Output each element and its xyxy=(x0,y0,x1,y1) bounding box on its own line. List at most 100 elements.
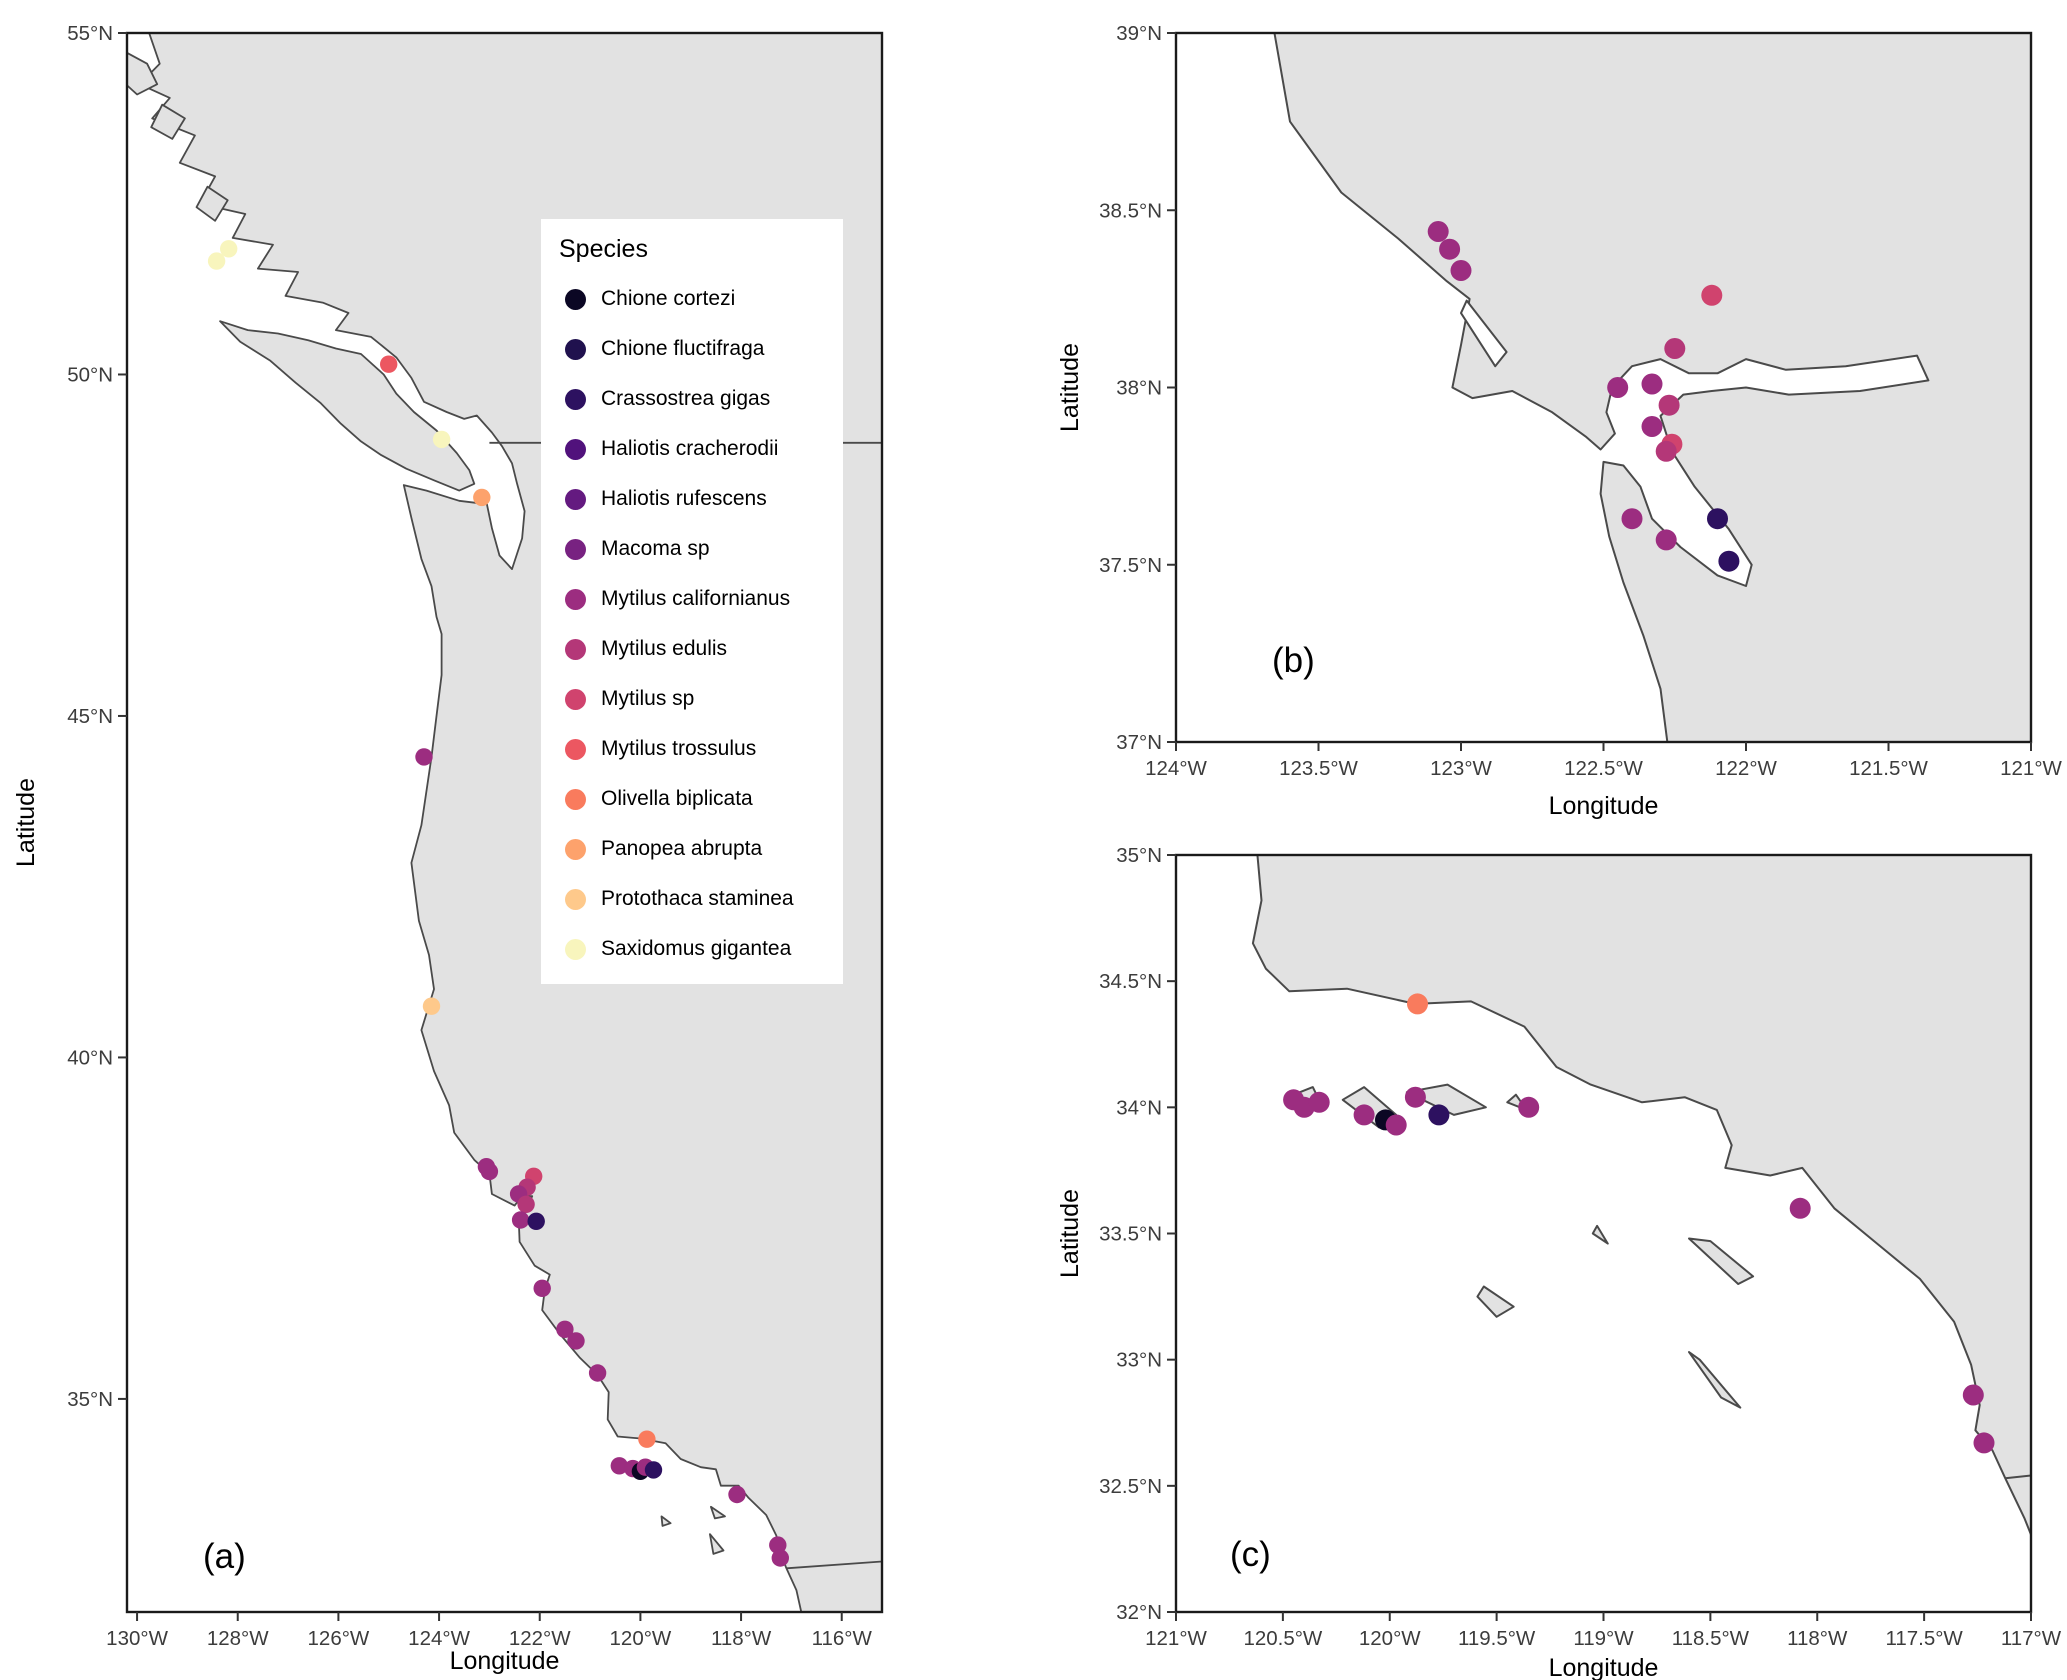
data-point xyxy=(1789,1197,1811,1219)
x-tick-label: 121°W xyxy=(1145,1627,1207,1650)
map-layer xyxy=(1176,855,2031,1612)
data-point xyxy=(1707,508,1728,530)
legend-key xyxy=(557,781,593,817)
y-tick-label: 33°N xyxy=(1116,1349,1162,1372)
species-legend: Species Chione cortezi Chione fluctifraga… xyxy=(541,219,843,984)
data-point xyxy=(1962,1384,1984,1406)
panel-border xyxy=(125,31,884,1614)
legend-swatch-icon xyxy=(564,788,586,810)
x-tick-label: 123°W xyxy=(1430,757,1492,780)
legend-item-label: Chione fluctifraga xyxy=(601,337,765,360)
x-tick-label: 130°W xyxy=(106,1627,168,1650)
legend-item: Haliotis rufescens xyxy=(557,474,843,524)
data-point xyxy=(511,1211,530,1229)
data-point xyxy=(480,1162,499,1181)
y-tick-label: 32.5°N xyxy=(1099,1475,1162,1498)
y-tick-label: 34°N xyxy=(1116,1096,1162,1119)
data-point xyxy=(1439,238,1461,260)
data-point xyxy=(533,1279,551,1298)
data-point xyxy=(1664,338,1686,359)
legend-swatch-icon xyxy=(564,638,586,660)
y-tick-label: 38°N xyxy=(1116,377,1162,400)
x-tick-label: 118°W xyxy=(711,1627,772,1650)
legend-key xyxy=(557,631,593,667)
legend-key xyxy=(557,581,593,617)
legend-item-label: Chione cortezi xyxy=(601,287,736,310)
data-point xyxy=(1655,440,1677,462)
x-tick-label: 119.5°W xyxy=(1458,1627,1536,1650)
x-tick-label: 117°W xyxy=(2001,1627,2062,1650)
legend-item: Chione cortezi xyxy=(557,274,843,324)
panel-label: (b) xyxy=(1272,641,1315,680)
data-point xyxy=(527,1212,545,1231)
x-tick-label: 122°W xyxy=(509,1627,571,1650)
legend-title: Species xyxy=(559,235,648,263)
international-border-line xyxy=(2005,1474,2031,1480)
data-point xyxy=(380,355,398,373)
legend-key xyxy=(557,481,593,517)
international-border-line xyxy=(786,1560,882,1570)
y-tick-label: 32°N xyxy=(1116,1601,1162,1624)
x-tick-label: 116°W xyxy=(812,1627,873,1650)
legend-item-label: Haliotis cracherodii xyxy=(601,437,779,460)
legend-item-label: Mytilus edulis xyxy=(601,637,728,660)
data-point xyxy=(567,1332,585,1350)
landmass xyxy=(127,51,159,96)
landmass xyxy=(710,1505,726,1520)
legend-item: Mytilus sp xyxy=(557,674,843,724)
data-point xyxy=(1641,373,1663,395)
data-point xyxy=(1641,416,1663,437)
data-point xyxy=(1353,1104,1375,1126)
data-point xyxy=(1428,1104,1450,1126)
legend-item-label: Saxidomus gigantea xyxy=(601,937,792,960)
landmass xyxy=(195,185,229,222)
data-point xyxy=(1385,1114,1407,1136)
panel-c: 121°W 120.5°W 120°W 119.5°W 119°W 118.5°W 118°… xyxy=(1056,844,2062,1680)
data-point xyxy=(1655,529,1677,551)
legend-item: Haliotis cracherodii xyxy=(557,424,843,474)
x-tick-label: 119°W xyxy=(1573,1627,1634,1650)
y-tick-label: 33.5°N xyxy=(1099,1223,1162,1246)
x-tick-label: 128°W xyxy=(207,1627,269,1650)
x-tick-label: 123.5°W xyxy=(1279,757,1358,780)
data-point xyxy=(644,1461,663,1479)
y-tick-label: 37°N xyxy=(1116,731,1162,754)
bay-water xyxy=(1460,299,1508,368)
x-tick-label: 121.5°W xyxy=(1849,757,1928,780)
legend-key xyxy=(557,281,593,317)
x-tick-label: 121°W xyxy=(2000,757,2062,780)
data-point xyxy=(207,252,226,270)
x-axis-title: Longitude xyxy=(1549,1654,1659,1680)
landmass xyxy=(1688,1351,1742,1409)
data-point xyxy=(638,1430,656,1448)
legend-key xyxy=(557,931,593,967)
x-tick-label: 124°W xyxy=(1145,757,1207,780)
legend-item-label: Mytilus sp xyxy=(601,687,695,710)
x-tick-label: 118°W xyxy=(1787,1627,1848,1650)
data-point xyxy=(1718,550,1740,572)
data-point xyxy=(769,1536,787,1554)
x-tick-label: 122.5°W xyxy=(1564,757,1643,780)
legend-items: Chione cortezi Chione fluctifraga Crassost… xyxy=(557,274,843,974)
legend-swatch-icon xyxy=(564,538,586,560)
panel-b: 124°W 123.5°W 123°W 122.5°W 122°W 121.5°W 121°… xyxy=(1056,22,2063,820)
legend-item: Mytilus californianus xyxy=(557,574,843,624)
data-point xyxy=(1308,1091,1330,1113)
legend-swatch-icon xyxy=(564,488,586,510)
data-point xyxy=(415,748,433,766)
data-point xyxy=(1407,993,1428,1015)
data-point xyxy=(220,240,238,258)
legend-key xyxy=(557,731,593,767)
y-tick-label: 35°N xyxy=(1116,844,1162,867)
legend-swatch-icon xyxy=(564,938,586,960)
y-axis-title: Latitude xyxy=(12,778,40,867)
legend-item-label: Olivella biplicata xyxy=(601,787,753,810)
x-tick-label: 126°W xyxy=(308,1627,370,1650)
landmass xyxy=(1476,1285,1515,1318)
data-point xyxy=(771,1549,789,1567)
legend-key xyxy=(557,881,593,917)
y-axis-title: Latitude xyxy=(1056,343,1084,432)
legend-item-label: Crassostrea gigas xyxy=(601,387,771,410)
x-tick-label: 124°W xyxy=(408,1627,470,1650)
x-axis-title: Longitude xyxy=(450,1647,560,1675)
